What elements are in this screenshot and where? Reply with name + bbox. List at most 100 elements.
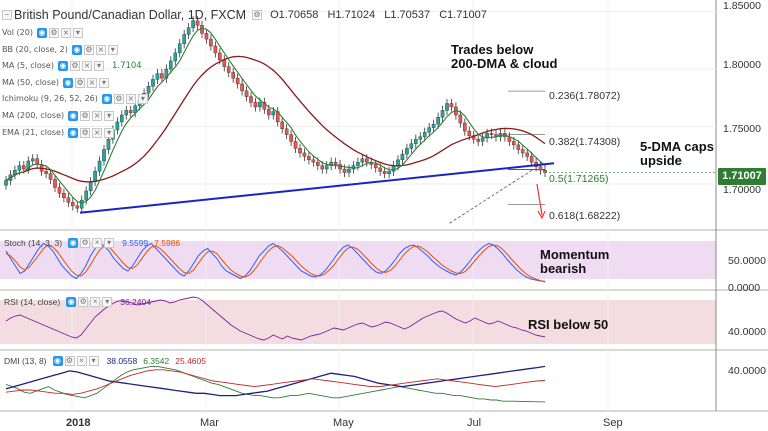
indicator-row: MA (5, close) ◉ ⚙ × ▾ 1.7104 [2,59,142,72]
settings-icon[interactable]: ⚙ [80,238,91,248]
candle-body [79,199,84,209]
candle-body [97,160,102,172]
stoch-band [0,241,716,279]
time-label-2018: 2018 [66,417,91,429]
close-icon[interactable]: × [60,27,71,38]
candle-body [4,180,8,186]
dmi-plus-value: 38.0558 [106,356,138,366]
candle-body [445,103,449,111]
candle-body [120,114,124,123]
candle-body [431,123,436,128]
candle-body [414,138,418,144]
more-icon[interactable]: ▾ [137,93,148,104]
candle-body [373,164,378,169]
stoch-d-line [5,244,546,283]
candle-body [204,33,209,40]
candle-body [164,68,169,79]
candle-body [347,168,351,173]
eye-icon[interactable]: ◉ [52,356,63,366]
more-icon[interactable]: ▾ [104,110,115,121]
settings-icon[interactable]: ⚙ [113,93,124,104]
eye-icon[interactable]: ◉ [66,297,77,307]
settings-icon[interactable]: ⚙ [252,10,263,20]
rsi-tick-label: 40.0000 [728,326,766,338]
indicator-row: MA (50, close) ◉ ⚙ × ▾ [2,76,111,89]
y-tick-label: 1.75000 [723,123,761,135]
more-icon[interactable]: ▾ [104,127,115,138]
settings-icon[interactable]: ⚙ [64,356,75,366]
settings-icon[interactable]: ⚙ [78,297,89,307]
eye-icon[interactable]: ◉ [63,77,74,88]
eye-icon[interactable]: ◉ [36,27,47,38]
close-value: C1.71007 [439,9,487,21]
settings-icon[interactable]: ⚙ [48,27,59,38]
candle-body [422,132,427,138]
candle-body [365,158,369,163]
annotation-dma-caps: 5-DMA caps upside [640,140,714,168]
candle-body [293,141,298,149]
candle-body [280,121,284,130]
dmi-title: DMI (13, 8) ◉ ⚙ × ▾ 38.0558 6.3542 25.46… [4,356,206,366]
close-icon[interactable]: × [81,60,92,71]
candle-body [84,190,88,201]
rsi-title: RSI (14, close) ◉ ⚙ × ▾ 36.2404 [4,297,151,307]
candle-body [160,73,164,79]
eye-icon[interactable]: ◉ [57,60,68,71]
settings-icon[interactable]: ⚙ [80,127,91,138]
rsi-line [5,296,546,341]
more-icon[interactable]: ▾ [104,238,115,248]
candle-body [262,102,267,110]
close-icon[interactable]: × [90,297,101,307]
annotation-momentum: Momentum bearish [540,248,609,276]
last-price-badge: 1.71007 [718,168,766,185]
more-icon[interactable]: ▾ [72,27,83,38]
close-icon[interactable]: × [95,44,106,55]
dmi-tick-label: 40.0000 [728,365,766,377]
eye-icon[interactable]: ◉ [68,110,79,121]
candle-body [360,158,365,163]
candle-body [102,149,106,162]
more-icon[interactable]: ▾ [93,60,104,71]
close-icon[interactable]: × [92,127,103,138]
indicator-name: EMA (21, close) [2,128,65,137]
close-icon[interactable]: × [92,238,103,248]
annotation-line: bearish [540,261,587,276]
time-label-mar: Mar [200,417,219,429]
close-icon[interactable]: × [76,356,87,366]
eye-icon[interactable]: ◉ [68,127,79,138]
annotation-line: Trades below [451,42,534,57]
dmi-minus-value: 6.3542 [143,356,170,366]
settings-icon[interactable]: ⚙ [80,110,91,121]
more-icon[interactable]: ▾ [88,356,99,366]
close-icon[interactable]: × [92,110,103,121]
settings-icon[interactable]: ⚙ [75,77,86,88]
settings-icon[interactable]: ⚙ [69,60,80,71]
candle-body [151,79,155,87]
dmi-plus-line [5,365,546,403]
candle-body [418,136,423,140]
more-icon[interactable]: ▾ [107,44,118,55]
candle-body [128,110,133,113]
candle-body [342,168,347,173]
close-icon[interactable]: × [125,93,136,104]
eye-icon[interactable]: ◉ [101,93,112,104]
candle-body [387,171,391,174]
annotation-line: upside [640,153,682,168]
fib-label-0236: 0.236(1.78072) [549,90,621,102]
candle-body [177,43,182,54]
ema-21-line [5,55,546,183]
candle-body [169,60,173,70]
eye-icon[interactable]: ◉ [71,44,82,55]
candle-body [53,179,57,188]
eye-icon[interactable]: ◉ [68,238,79,248]
more-icon[interactable]: ▾ [102,297,113,307]
close-icon[interactable]: × [87,77,98,88]
more-icon[interactable]: ▾ [99,77,110,88]
candle-body [440,110,445,118]
settings-icon[interactable]: ⚙ [83,44,94,55]
rsi-title-text: RSI (14, close) [4,297,61,307]
candle-body [22,165,26,170]
collapse-icon[interactable]: − [2,10,12,20]
candle-body [231,72,235,79]
support-trendline [79,162,555,214]
